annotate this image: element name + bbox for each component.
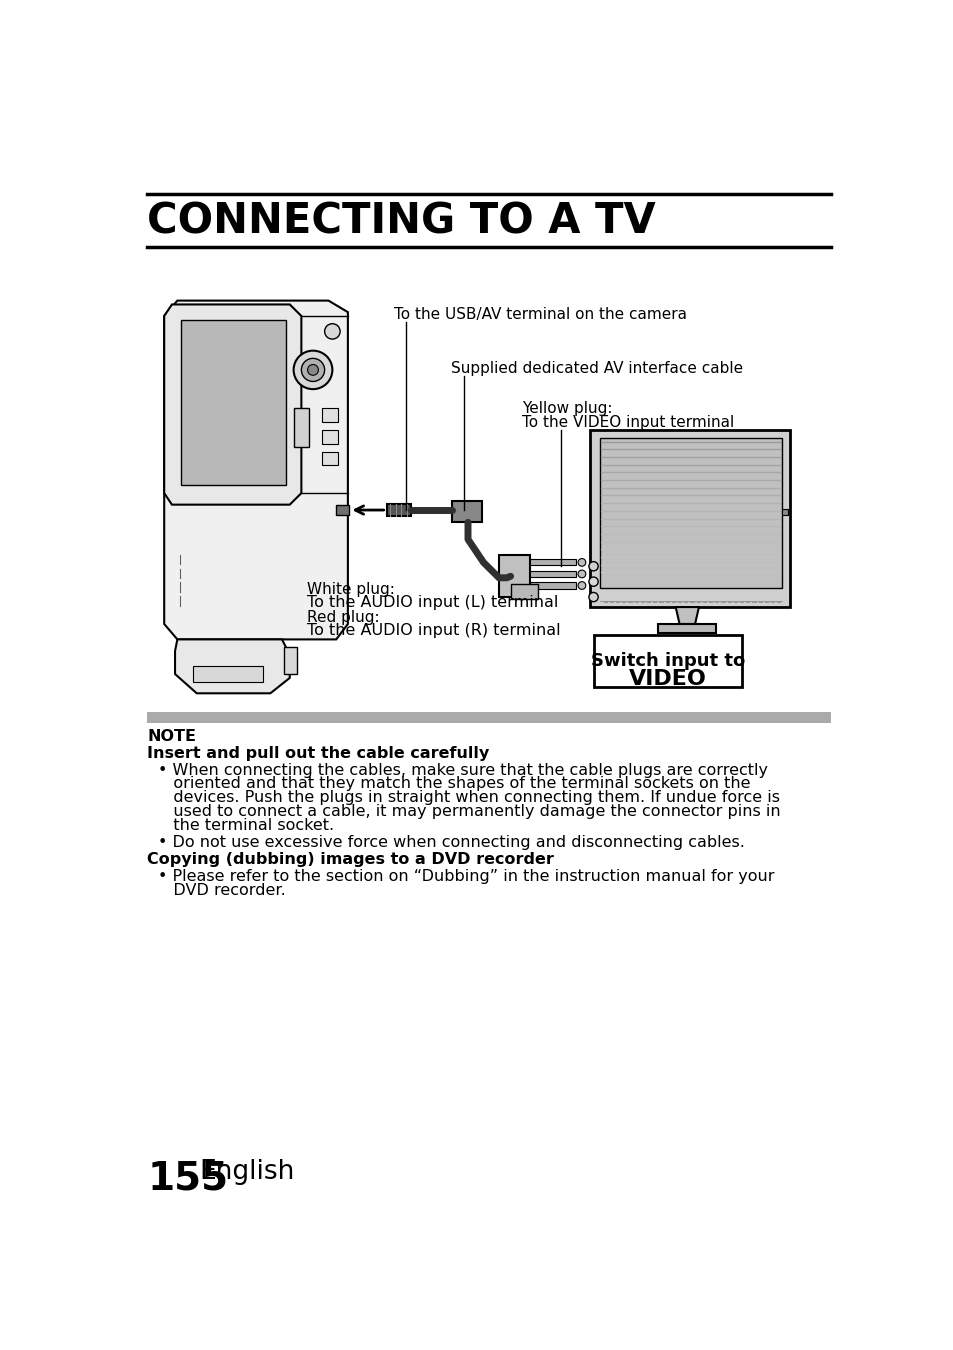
Text: 155: 155 xyxy=(147,1160,228,1197)
Circle shape xyxy=(588,593,598,602)
Text: Red plug:: Red plug: xyxy=(307,610,379,625)
Bar xyxy=(530,571,576,576)
Text: Switch input to: Switch input to xyxy=(590,652,744,670)
Text: To the USB/AV terminal on the camera: To the USB/AV terminal on the camera xyxy=(394,308,687,323)
Text: To the AUDIO input (L) terminal: To the AUDIO input (L) terminal xyxy=(307,595,558,610)
Text: Yellow plug:: Yellow plug: xyxy=(521,401,612,416)
Text: VIDEO: VIDEO xyxy=(628,668,706,688)
Circle shape xyxy=(301,358,324,382)
Polygon shape xyxy=(164,305,301,505)
Text: • When connecting the cables, make sure that the cable plugs are correctly: • When connecting the cables, make sure … xyxy=(158,763,767,778)
Text: the terminal socket.: the terminal socket. xyxy=(158,818,334,833)
Text: To the VIDEO input terminal: To the VIDEO input terminal xyxy=(521,414,734,429)
Bar xyxy=(335,505,348,516)
Bar xyxy=(294,409,309,447)
Bar xyxy=(593,634,741,687)
Circle shape xyxy=(588,562,598,571)
Text: English: English xyxy=(199,1160,294,1185)
Bar xyxy=(658,624,716,633)
Polygon shape xyxy=(174,640,290,694)
Circle shape xyxy=(294,351,332,389)
Circle shape xyxy=(307,364,318,375)
Bar xyxy=(599,437,781,587)
Text: used to connect a cable, it may permanently damage the connector pins in: used to connect a cable, it may permanen… xyxy=(158,805,780,819)
Bar xyxy=(530,559,576,566)
Polygon shape xyxy=(181,320,286,486)
Text: Copying (dubbing) images to a DVD recorder: Copying (dubbing) images to a DVD record… xyxy=(147,852,554,867)
Bar xyxy=(322,409,337,423)
Text: Insert and pull out the cable carefully: Insert and pull out the cable carefully xyxy=(147,745,489,760)
Bar xyxy=(322,429,337,444)
Text: devices. Push the plugs in straight when connecting them. If undue force is: devices. Push the plugs in straight when… xyxy=(158,790,780,806)
Bar xyxy=(283,647,297,674)
Text: To the AUDIO input (R) terminal: To the AUDIO input (R) terminal xyxy=(307,624,559,639)
Circle shape xyxy=(578,570,585,578)
Bar xyxy=(590,429,790,608)
Text: DVD recorder.: DVD recorder. xyxy=(158,883,286,898)
Bar xyxy=(147,711,830,722)
Text: • Please refer to the section on “Dubbing” in the instruction manual for your: • Please refer to the section on “Dubbin… xyxy=(158,869,774,884)
Text: oriented and that they match the shapes of the terminal sockets on the: oriented and that they match the shapes … xyxy=(158,776,750,791)
Bar xyxy=(781,509,787,514)
Bar xyxy=(386,504,411,516)
Circle shape xyxy=(578,582,585,590)
Circle shape xyxy=(324,324,340,339)
Text: Supplied dedicated AV interface cable: Supplied dedicated AV interface cable xyxy=(451,360,742,377)
Bar xyxy=(452,501,481,522)
Bar xyxy=(498,555,530,597)
Polygon shape xyxy=(164,301,348,640)
Text: NOTE: NOTE xyxy=(147,729,196,744)
Text: CONNECTING TO A TV: CONNECTING TO A TV xyxy=(147,201,656,243)
Bar xyxy=(322,451,337,466)
Polygon shape xyxy=(193,667,262,682)
Circle shape xyxy=(578,559,585,566)
Text: White plug:: White plug: xyxy=(307,582,395,597)
Circle shape xyxy=(588,576,598,586)
Bar xyxy=(510,585,537,599)
Bar xyxy=(530,582,576,589)
Text: • Do not use excessive force when connecting and disconnecting cables.: • Do not use excessive force when connec… xyxy=(158,836,744,850)
Polygon shape xyxy=(675,608,699,624)
